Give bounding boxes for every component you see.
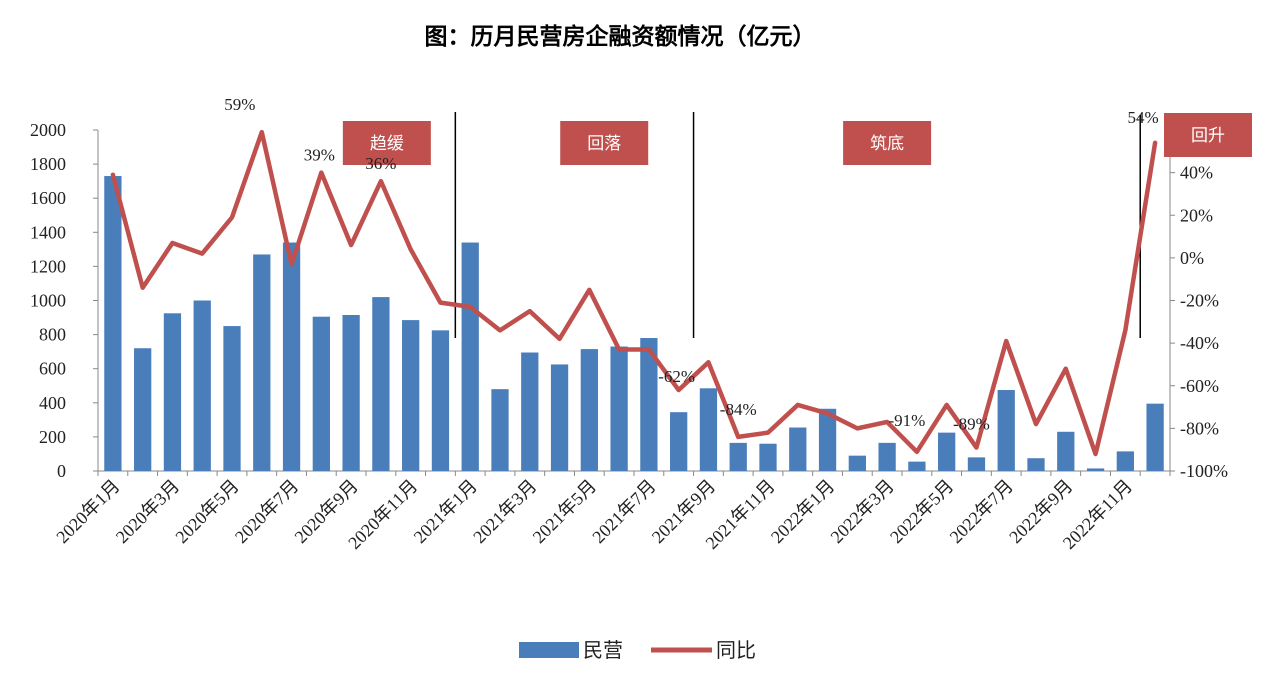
phase-label: 回落 bbox=[587, 134, 621, 154]
y-right-tick-label: 20% bbox=[1180, 205, 1213, 225]
y-left-tick-label: 1000 bbox=[30, 291, 66, 311]
bar-minying bbox=[163, 313, 182, 471]
bar-minying bbox=[282, 242, 301, 471]
line-data-label: -91% bbox=[888, 411, 925, 430]
x-tick-label: 2022年1月 bbox=[767, 476, 838, 547]
bar-minying bbox=[610, 346, 628, 471]
bar-minying bbox=[431, 330, 450, 471]
y-left-tick-label: 400 bbox=[39, 393, 66, 413]
y-left-tick-label: 200 bbox=[39, 427, 66, 447]
y-right-tick-label: -20% bbox=[1180, 291, 1219, 311]
bar-minying bbox=[848, 455, 866, 471]
bar-minying bbox=[342, 314, 360, 471]
bar-minying bbox=[908, 461, 926, 471]
bar-minying bbox=[938, 432, 956, 471]
phase-box bbox=[560, 121, 649, 165]
phase-box bbox=[843, 121, 932, 165]
y-left-tick-label: 1200 bbox=[30, 256, 66, 276]
bar-minying bbox=[818, 408, 837, 471]
y-right-tick-label: -80% bbox=[1180, 418, 1219, 438]
line-data-label: 39% bbox=[304, 146, 335, 165]
x-tick-label: 2022年5月 bbox=[886, 476, 957, 547]
y-left-tick-label: 0 bbox=[57, 461, 66, 481]
bar-minying bbox=[640, 338, 658, 471]
bar-minying bbox=[550, 364, 569, 471]
bar-minying bbox=[729, 442, 747, 471]
y-right-tick-label: -60% bbox=[1180, 376, 1219, 396]
bar-minying bbox=[193, 300, 211, 471]
bar-minying bbox=[878, 442, 896, 471]
y-left-tick-label: 600 bbox=[39, 359, 66, 379]
x-tick-label: 2021年3月 bbox=[469, 476, 540, 547]
x-tick-label: 2020年1月 bbox=[52, 476, 123, 547]
bar-minying bbox=[223, 326, 241, 471]
bar-minying bbox=[1146, 403, 1164, 471]
x-tick-label: 2021年5月 bbox=[529, 476, 600, 547]
bar-minying bbox=[372, 297, 390, 471]
bar-minying bbox=[461, 242, 479, 471]
bar-minying bbox=[699, 388, 718, 471]
bar-minying bbox=[967, 457, 986, 471]
bar-minying bbox=[1057, 431, 1075, 471]
phase-label: 趋缓 bbox=[370, 134, 404, 154]
bar-minying bbox=[521, 352, 539, 471]
phase-box bbox=[1164, 113, 1252, 157]
x-tick-label: 2020年3月 bbox=[112, 476, 183, 547]
line-data-label: -62% bbox=[658, 367, 695, 386]
legend-swatch-bar bbox=[519, 642, 579, 658]
bar-minying bbox=[789, 427, 807, 471]
bar-minying bbox=[134, 348, 152, 471]
phase-label: 筑底 bbox=[870, 134, 904, 154]
bar-minying bbox=[997, 390, 1015, 471]
bar-minying bbox=[402, 320, 420, 471]
y-left-tick-label: 1400 bbox=[30, 222, 66, 242]
legend-label-line: 同比 bbox=[716, 638, 756, 662]
phase-label: 回升 bbox=[1191, 126, 1225, 146]
chart-title: 图：历月民营房企融资额情况（亿元） bbox=[425, 23, 816, 50]
bar-minying bbox=[670, 412, 688, 471]
y-right-tick-label: -40% bbox=[1180, 333, 1219, 353]
bar-minying bbox=[491, 389, 509, 471]
bar-minying bbox=[104, 176, 122, 471]
x-tick-label: 2021年7月 bbox=[588, 476, 659, 547]
bar-minying bbox=[1116, 451, 1134, 471]
y-right-tick-label: -100% bbox=[1180, 461, 1228, 481]
line-data-label: -84% bbox=[720, 400, 757, 419]
line-data-label: 54% bbox=[1128, 108, 1159, 127]
bar-minying bbox=[1086, 468, 1105, 471]
y-left-tick-label: 1800 bbox=[30, 154, 66, 174]
bar-minying bbox=[580, 349, 598, 471]
x-tick-label: 2022年7月 bbox=[946, 476, 1017, 547]
y-right-tick-label: 40% bbox=[1180, 163, 1213, 183]
y-left-tick-label: 1600 bbox=[30, 188, 66, 208]
y-left-tick-label: 2000 bbox=[30, 120, 66, 140]
bar-minying bbox=[1027, 458, 1045, 471]
x-tick-label: 2020年7月 bbox=[231, 476, 302, 547]
line-data-label: -89% bbox=[953, 415, 990, 434]
plot-area: 200018001600140012001000800600400200060%… bbox=[30, 95, 1252, 662]
x-tick-label: 2020年5月 bbox=[171, 476, 242, 547]
line-tongbi bbox=[110, 129, 1158, 457]
y-right-tick-label: 0% bbox=[1180, 248, 1204, 268]
bar-minying bbox=[759, 443, 777, 471]
x-tick-label: 2021年1月 bbox=[410, 476, 481, 547]
line-data-label: 59% bbox=[224, 95, 255, 114]
bar-minying bbox=[253, 254, 271, 471]
phase-box bbox=[342, 121, 431, 165]
x-tick-label: 2022年3月 bbox=[827, 476, 898, 547]
line-data-label: 36% bbox=[365, 154, 396, 173]
y-left-tick-label: 800 bbox=[39, 325, 66, 345]
bar-minying bbox=[312, 316, 330, 471]
legend-label-bar: 民营 bbox=[583, 638, 623, 662]
